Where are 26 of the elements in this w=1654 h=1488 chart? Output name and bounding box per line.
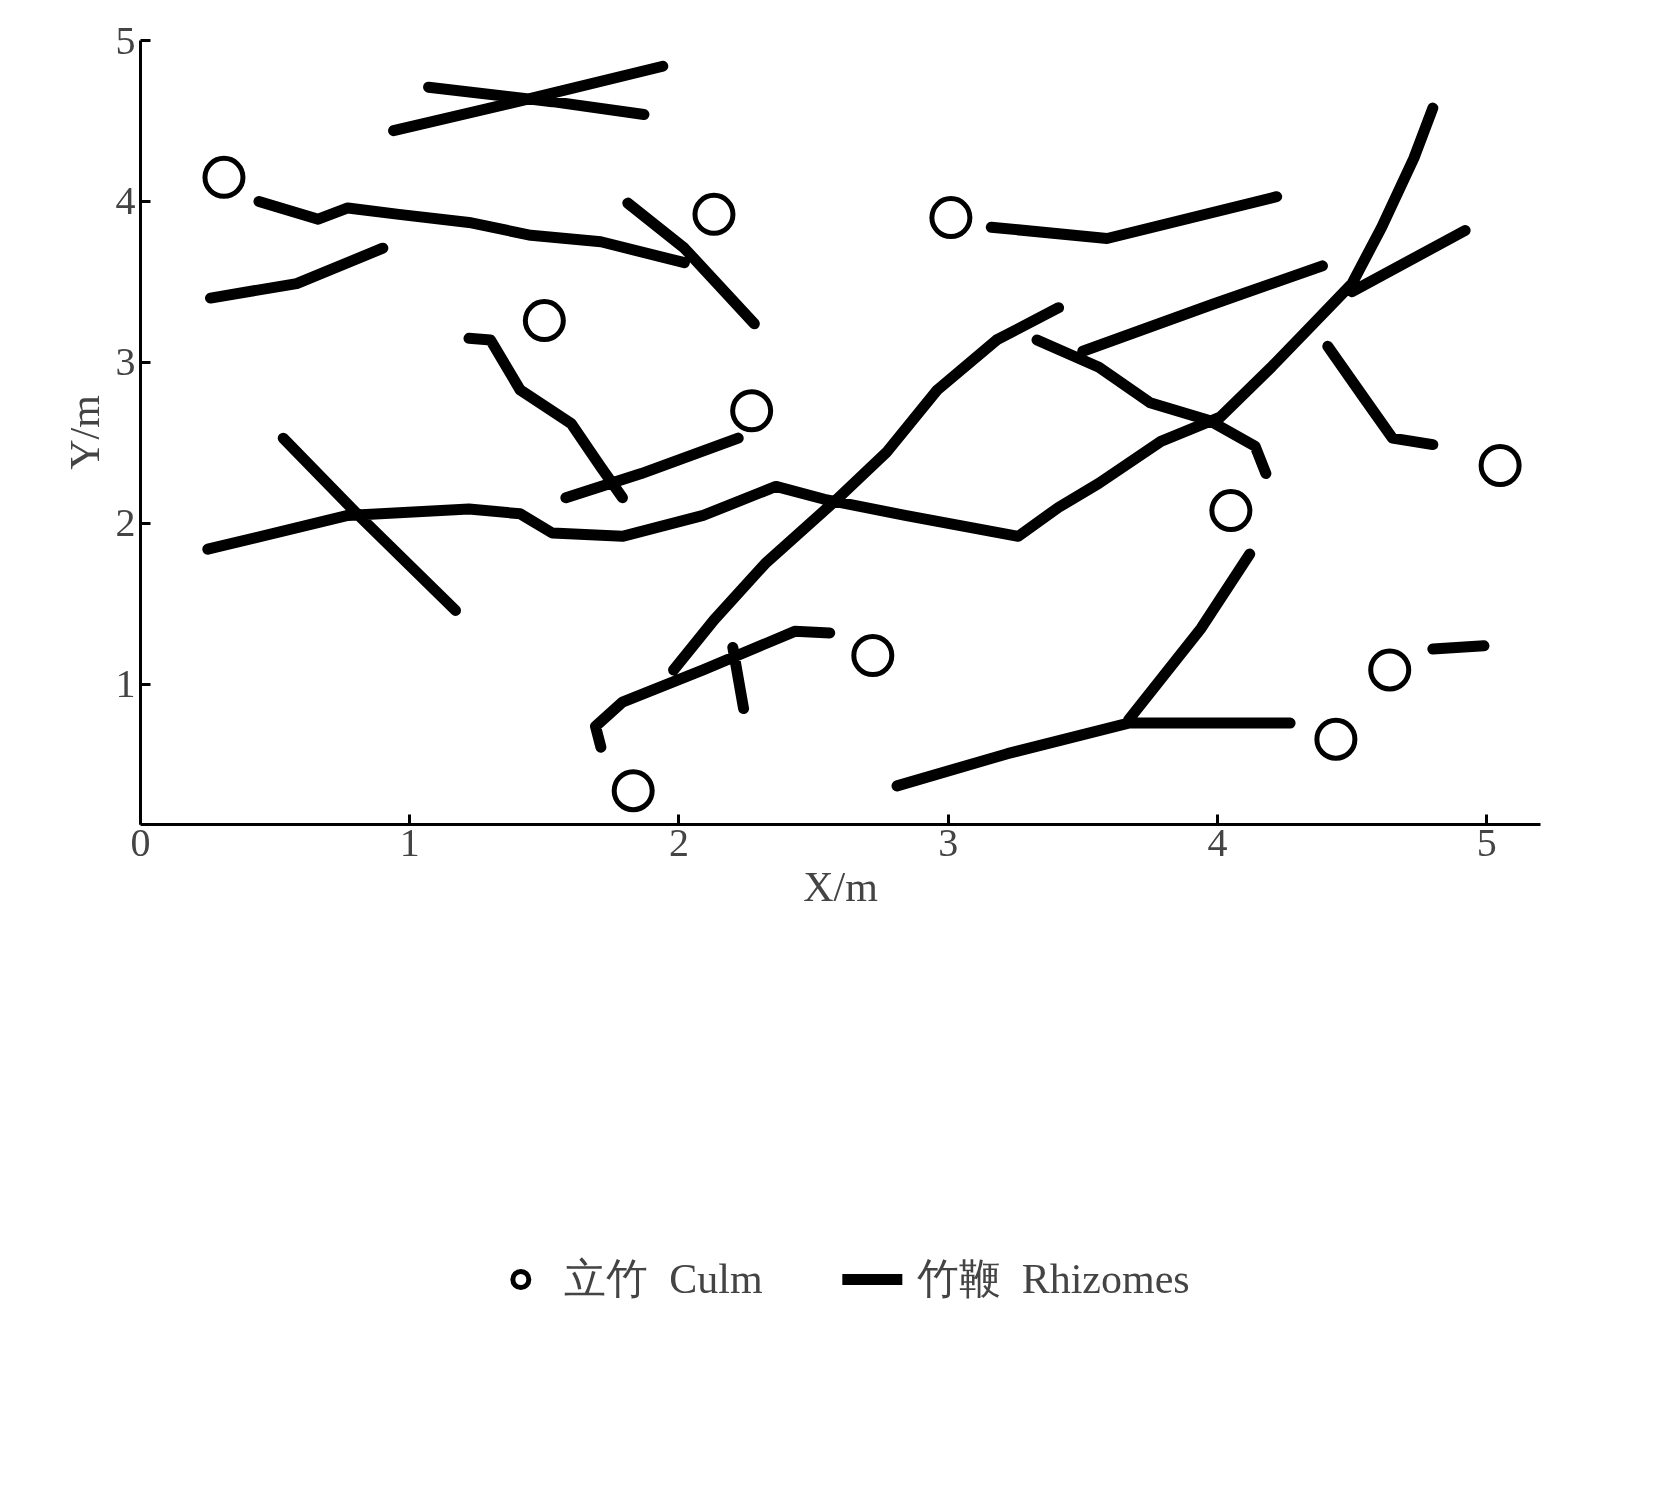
point bbox=[692, 192, 736, 236]
y-tick-label: 2 bbox=[115, 500, 136, 546]
legend-label: 竹鞭 Rhizomes bbox=[916, 1255, 1190, 1304]
point bbox=[1368, 648, 1412, 692]
x-tick-label: 3 bbox=[938, 819, 959, 865]
x-tick-label: 0 bbox=[130, 819, 151, 865]
y-tick-label: 4 bbox=[115, 178, 136, 224]
x-tick-label: 1 bbox=[399, 819, 420, 865]
y-axis-title: Y/m bbox=[61, 394, 108, 470]
point bbox=[522, 299, 566, 343]
point bbox=[730, 389, 774, 433]
point bbox=[851, 634, 895, 677]
point bbox=[929, 196, 973, 240]
point bbox=[1314, 717, 1358, 761]
point bbox=[202, 155, 246, 199]
point bbox=[611, 769, 655, 813]
y-tick-label: 5 bbox=[115, 17, 136, 63]
point bbox=[1209, 489, 1253, 533]
x-tick-label: 5 bbox=[1476, 819, 1497, 865]
x-axis-title: X/m bbox=[803, 863, 879, 910]
y-tick-label: 1 bbox=[115, 661, 136, 707]
x-tick-label: 4 bbox=[1207, 819, 1228, 865]
y-tick-label: 3 bbox=[115, 339, 136, 385]
legend-label: 立竹 Culm bbox=[564, 1255, 763, 1304]
x-tick-label: 2 bbox=[668, 819, 689, 865]
point bbox=[1478, 444, 1522, 487]
